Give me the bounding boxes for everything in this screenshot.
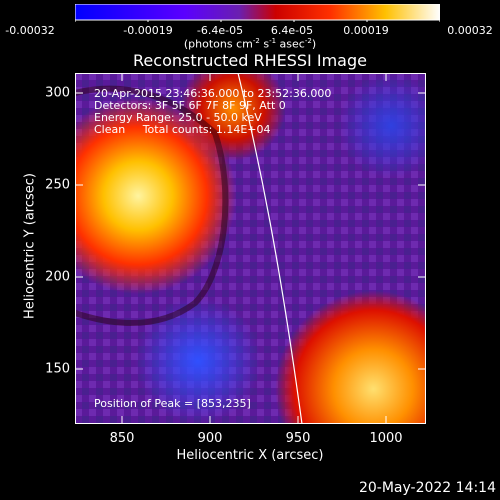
solar-limb bbox=[237, 73, 303, 424]
x-tick-label: 900 bbox=[197, 431, 223, 446]
y-tick-label: 200 bbox=[45, 269, 70, 285]
x-tick-label: 850 bbox=[109, 431, 135, 446]
colorbar-tick: -0.00019 bbox=[123, 24, 173, 37]
footer-date: 20-May-2022 14:14 bbox=[358, 480, 496, 496]
y-tick-label: 300 bbox=[45, 85, 70, 101]
colorbar-tick: -0.00032 bbox=[5, 24, 55, 37]
plot-title: Reconstructed RHESSI Image bbox=[133, 51, 367, 70]
y-tick-label: 150 bbox=[45, 361, 70, 377]
peak-position-label: Position of Peak = [853,235] bbox=[94, 397, 251, 410]
y-tick-label: 250 bbox=[45, 177, 70, 193]
colorbar-tick: 6.4e-05 bbox=[270, 24, 314, 37]
colorbar bbox=[75, 4, 440, 22]
info-clean-counts: Clean Total counts: 1.14E+04 bbox=[94, 123, 271, 136]
info-detectors: Detectors: 3F 5F 6F 7F 8F 9F, Att 0 bbox=[94, 99, 286, 112]
x-tick-label: 950 bbox=[285, 431, 311, 446]
colorbar-units: (photons cm-2 s-1 asec-2) bbox=[183, 37, 317, 51]
info-energy-range: Energy Range: 25.0 - 50.0 keV bbox=[94, 111, 262, 124]
x-tick-label: 1000 bbox=[369, 431, 403, 446]
y-axis-label: Heliocentric Y (arcsec) bbox=[22, 173, 38, 319]
rhessi-image bbox=[75, 73, 426, 424]
colorbar-tick: -6.4e-05 bbox=[196, 24, 244, 37]
colorbar-tick: 0.00032 bbox=[447, 24, 493, 37]
colorbar-tick: 0.00019 bbox=[343, 24, 389, 37]
x-axis-label: Heliocentric X (arcsec) bbox=[176, 448, 324, 463]
info-time-range: 20-Apr-2015 23:46:36.000 to 23:52:36.000 bbox=[94, 87, 332, 100]
